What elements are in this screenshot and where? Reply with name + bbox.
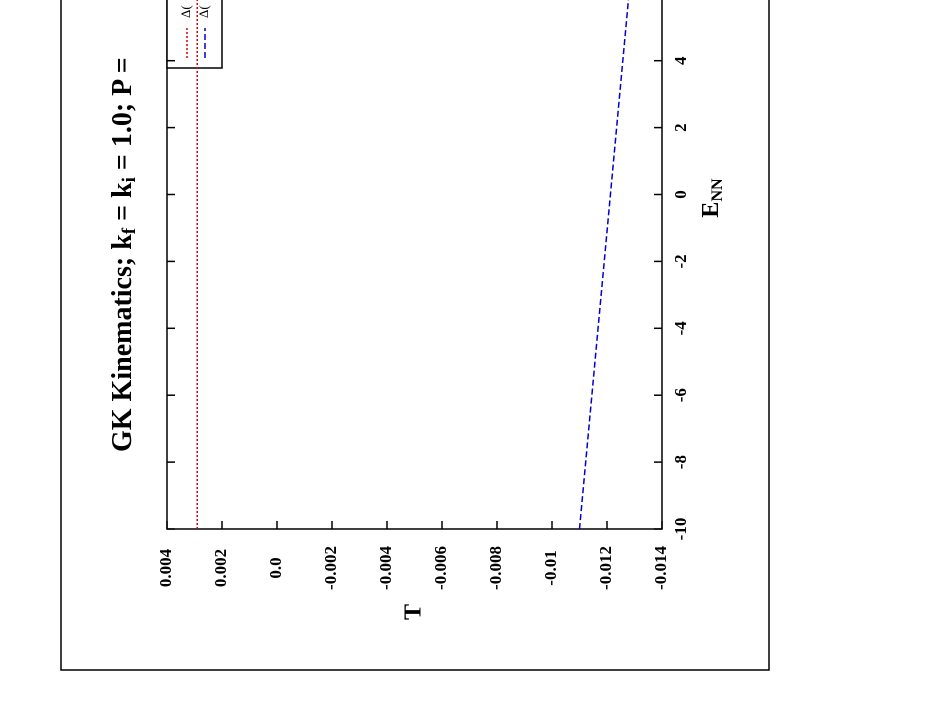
y-axis-label: T bbox=[401, 604, 427, 620]
y-tick-label: -0.008 bbox=[486, 546, 505, 590]
title-part: = k bbox=[107, 182, 138, 228]
x-tick-label: -4 bbox=[671, 321, 690, 336]
plot-frame bbox=[166, 0, 663, 530]
series-line bbox=[578, 0, 630, 530]
x-tick-label: -8 bbox=[671, 455, 690, 469]
y-tick-label: -0.004 bbox=[376, 546, 395, 590]
x-axis-label: ENN bbox=[698, 178, 726, 218]
x-tick-label: 0 bbox=[671, 190, 690, 199]
y-tick-label: -0.012 bbox=[596, 546, 615, 590]
title-sub: i bbox=[119, 177, 140, 182]
legend-box bbox=[166, 0, 223, 69]
xlabel-main: E bbox=[698, 202, 724, 218]
y-tick-label: -0.01 bbox=[541, 550, 560, 585]
title-part: GK Kinematics; k bbox=[107, 234, 138, 452]
legend-label: Δ( bbox=[178, 5, 193, 18]
y-tick-label: 0.0 bbox=[266, 557, 285, 578]
y-tick-label: 0.004 bbox=[156, 548, 175, 587]
chart-title: GK Kinematics; kf = ki = 1.0; P = bbox=[107, 57, 140, 452]
y-tick-label: -0.014 bbox=[651, 546, 670, 590]
xlabel-sub: NN bbox=[709, 178, 726, 202]
x-tick-label: 4 bbox=[671, 56, 690, 65]
x-tick-label: -2 bbox=[671, 254, 690, 268]
x-tick-label: -6 bbox=[671, 388, 690, 402]
page-frame bbox=[60, 0, 770, 671]
y-tick-label: -0.006 bbox=[431, 546, 450, 590]
title-sub: f bbox=[119, 227, 140, 234]
legend-label: Δ( bbox=[196, 5, 211, 18]
title-part: = 1.0; P = bbox=[107, 57, 138, 177]
y-tick-label: -0.002 bbox=[321, 546, 340, 590]
x-tick-label: 2 bbox=[671, 123, 690, 132]
y-tick-label: 0.002 bbox=[211, 549, 230, 587]
x-tick-label: -10 bbox=[671, 518, 690, 541]
